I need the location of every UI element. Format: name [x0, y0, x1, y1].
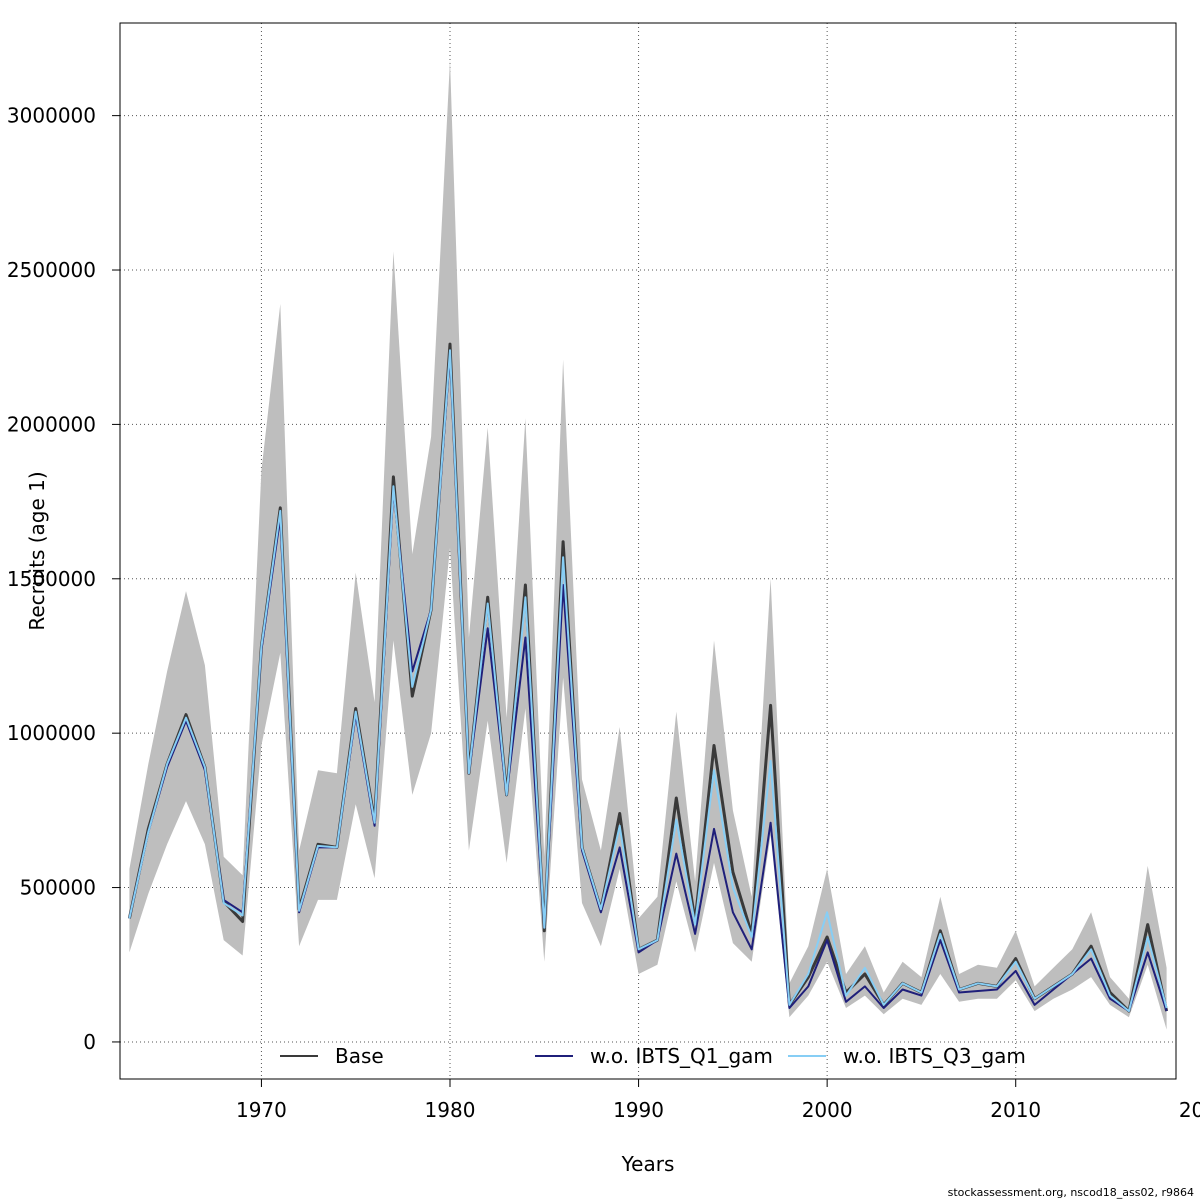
y-tick-label: 0: [83, 1030, 96, 1054]
plot-frame: [119, 22, 1177, 1080]
x-tick-label: 2020: [1179, 1098, 1200, 1122]
x-tick-label: 1990: [613, 1098, 664, 1122]
y-axis-title: Recruits (age 1): [25, 471, 49, 630]
y-tick-label: 3000000: [7, 104, 96, 128]
legend-label: Base: [335, 1044, 384, 1068]
x-tick-label: 2000: [802, 1098, 853, 1122]
x-tick-label: 1980: [425, 1098, 476, 1122]
y-tick-label: 1000000: [7, 721, 96, 745]
legend: Base w.o. IBTS_Q1_gam w.o. IBTS_Q3_gam: [280, 1044, 1026, 1068]
x-axis: 1970 1980 1990 2000 2010 2020: [236, 1079, 1200, 1122]
y-axis: 0 500000 1000000 1500000 2000000 2500000 30000…: [7, 104, 120, 1054]
legend-label: w.o. IBTS_Q1_gam: [590, 1044, 773, 1068]
y-tick-label: 1500000: [7, 567, 96, 591]
series-lines: [127, 342, 1169, 1013]
footer-credit: stockassessment.org, nscod18_ass02, r986…: [948, 1186, 1194, 1199]
y-tick-label: 500000: [20, 876, 96, 900]
x-tick-label: 1970: [236, 1098, 287, 1122]
x-axis-title: Years: [621, 1152, 675, 1176]
y-tick-label: 2500000: [7, 258, 96, 282]
y-tick-label: 2000000: [7, 412, 96, 436]
series-line-w-o-ibts-q3-gam: [128, 349, 1168, 1013]
x-tick-label: 2010: [990, 1098, 1041, 1122]
confidence-band: [129, 60, 1167, 1030]
legend-label: w.o. IBTS_Q3_gam: [843, 1044, 1026, 1068]
